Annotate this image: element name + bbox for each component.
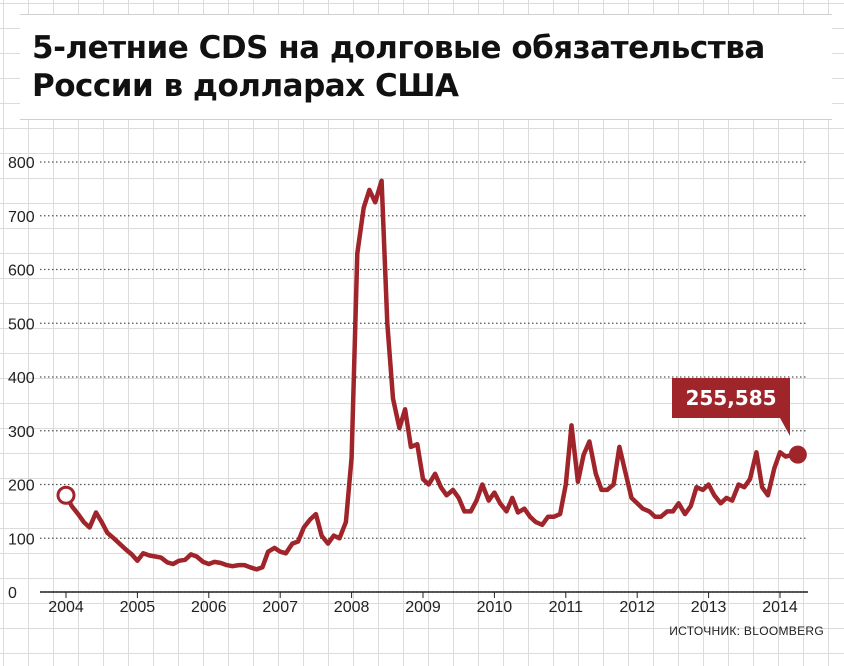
y-tick-label: 100: [8, 531, 35, 548]
y-tick-label: 800: [8, 155, 35, 172]
annotation-label: 255,585: [685, 386, 776, 410]
y-tick-label: 200: [8, 478, 35, 495]
y-tick-label: 700: [8, 209, 35, 226]
end-point-marker: [788, 445, 807, 464]
title-box: 5-летние CDS на долговые обязательства Р…: [20, 14, 832, 120]
x-tick-label: 2005: [120, 599, 156, 616]
x-tick-label: 2010: [477, 599, 513, 616]
source-note: ИСТОЧНИК: BLOOMBERG: [669, 624, 824, 638]
series-line: [63, 178, 801, 572]
x-tick-label: 2008: [334, 599, 370, 616]
x-tick-label: 2014: [762, 599, 798, 616]
x-tick-label: 2004: [48, 599, 84, 616]
chart-title: 5-летние CDS на долговые обязательства Р…: [32, 30, 765, 104]
y-tick-label: 500: [8, 316, 35, 333]
start-point-marker: [56, 485, 76, 505]
x-tick-label: 2009: [405, 599, 441, 616]
y-tick-label: 400: [8, 370, 35, 387]
x-tick-label: 2012: [619, 599, 655, 616]
x-tick-label: 2013: [691, 599, 727, 616]
y-tick-label: 300: [8, 424, 35, 441]
x-tick-label: 2006: [191, 599, 227, 616]
y-tick-label: 0: [8, 585, 17, 602]
x-tick-label: 2007: [262, 599, 298, 616]
y-tick-label: 600: [8, 263, 35, 280]
x-tick-label: 2011: [549, 599, 584, 616]
annotation-callout-box: [672, 378, 790, 436]
